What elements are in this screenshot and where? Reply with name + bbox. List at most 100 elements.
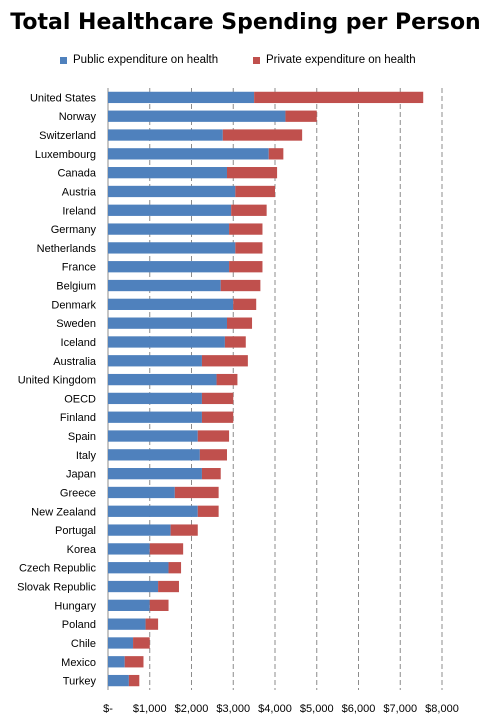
bar-public xyxy=(108,674,129,687)
bar-private xyxy=(197,505,219,517)
bar-private xyxy=(168,562,182,574)
bar-private xyxy=(224,336,246,348)
x-tick-label: $4,000 xyxy=(258,703,292,715)
category-label: Czech Republic xyxy=(19,563,97,575)
category-label: Italy xyxy=(76,450,97,462)
bar-private xyxy=(133,637,150,649)
bar-private xyxy=(235,185,275,198)
category-label: Greece xyxy=(60,487,96,499)
bar-private xyxy=(149,543,184,555)
bar-private xyxy=(197,430,230,442)
bar-public xyxy=(108,599,150,611)
category-label: Germany xyxy=(51,224,97,236)
bar-public xyxy=(108,242,236,254)
bar-private xyxy=(145,618,159,630)
bar-private xyxy=(235,242,263,254)
bar-public xyxy=(108,148,269,160)
category-label: France xyxy=(62,262,96,274)
bar-private xyxy=(216,373,238,386)
bar-private xyxy=(268,148,284,160)
bar-private xyxy=(231,204,267,216)
bar-public xyxy=(108,580,159,593)
category-label: Iceland xyxy=(61,337,96,349)
category-label: Portugal xyxy=(55,525,96,537)
bar-public xyxy=(108,392,202,405)
bar-public xyxy=(108,204,232,216)
bar-private xyxy=(226,317,253,329)
bar-public xyxy=(108,317,227,329)
legend-item-private: Private expenditure on health xyxy=(253,54,416,66)
category-label: Korea xyxy=(67,544,97,556)
bar-public xyxy=(108,543,150,555)
bar-public xyxy=(108,185,236,198)
bar-private xyxy=(254,91,424,104)
bar-private xyxy=(201,355,248,367)
legend-item-public: Public expenditure on health xyxy=(60,54,218,66)
bar-public xyxy=(108,411,202,423)
bar-public xyxy=(108,637,134,649)
bar-public xyxy=(108,486,175,499)
bar-public xyxy=(108,505,198,517)
bar-public xyxy=(108,355,202,367)
category-label: Hungary xyxy=(54,600,96,612)
bar-public xyxy=(108,223,230,235)
bar-public xyxy=(108,468,202,480)
x-tick-label: $6,000 xyxy=(342,703,376,715)
legend-label-public: Public expenditure on health xyxy=(73,54,219,66)
category-label: OECD xyxy=(64,393,96,405)
bar-public xyxy=(108,129,223,141)
x-tick-label: $1,000 xyxy=(133,703,167,715)
x-tick-label: $8,000 xyxy=(425,703,459,715)
bar-private xyxy=(201,392,234,405)
category-label: Japan xyxy=(66,469,96,481)
bar-public xyxy=(108,336,225,348)
bar-private xyxy=(285,110,317,122)
category-label: Canada xyxy=(57,168,96,180)
legend-swatch-private xyxy=(253,56,260,64)
bar-private xyxy=(158,580,179,593)
category-label: Austria xyxy=(62,186,97,198)
legend-swatch-public xyxy=(60,56,67,64)
bar-private xyxy=(222,129,303,141)
category-label: Finland xyxy=(60,412,96,424)
category-label: Spain xyxy=(68,431,96,443)
legend-label-private: Private expenditure on health xyxy=(266,54,416,66)
bar-public xyxy=(108,562,169,574)
category-label: Netherlands xyxy=(37,243,97,255)
category-label: Sweden xyxy=(56,318,96,330)
bar-private xyxy=(229,261,263,273)
bar-public xyxy=(108,110,286,122)
category-label: Luxembourg xyxy=(35,149,96,161)
bar-private xyxy=(124,656,144,668)
bar-private xyxy=(170,524,198,536)
category-label: Australia xyxy=(53,356,97,368)
bar-private xyxy=(233,298,257,310)
category-label: Denmark xyxy=(51,299,96,311)
category-label: Ireland xyxy=(62,205,96,217)
category-label: Poland xyxy=(62,619,96,631)
x-tick-label: $- xyxy=(103,703,113,715)
category-label: New Zealand xyxy=(31,506,96,518)
x-tick-label: $5,000 xyxy=(300,703,334,715)
x-tick-label: $7,000 xyxy=(383,703,417,715)
bar-public xyxy=(108,449,200,461)
bar-private xyxy=(226,167,278,179)
category-label: Belgium xyxy=(56,281,96,293)
bar-public xyxy=(108,656,125,668)
bar-public xyxy=(108,373,217,386)
category-label: Turkey xyxy=(63,676,97,688)
bar-private xyxy=(220,279,261,292)
bar-public xyxy=(108,618,146,630)
bar-public xyxy=(108,261,230,273)
legend: Public expenditure on health Private exp… xyxy=(0,54,491,70)
category-label: Mexico xyxy=(61,657,96,669)
bar-public xyxy=(108,279,221,292)
bar-private xyxy=(229,223,263,235)
bar-private xyxy=(128,674,140,687)
bar-private xyxy=(201,411,234,423)
bar-private xyxy=(201,468,221,480)
bar-public xyxy=(108,91,255,104)
bar-public xyxy=(108,524,171,536)
